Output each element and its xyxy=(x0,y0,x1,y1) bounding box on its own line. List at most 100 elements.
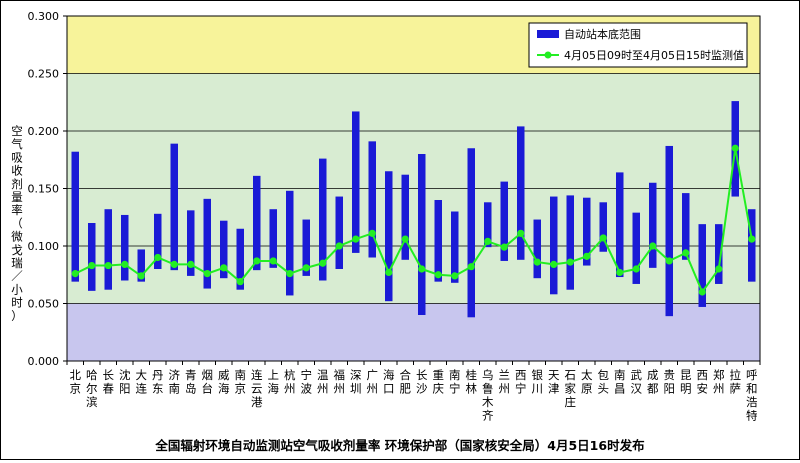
x-tick-label-40: 拉萨 xyxy=(730,368,742,396)
chart-title: 全国辐射环境自动监测站空气吸收剂量率 环境保护部（国家核安全局）4月5日16时发… xyxy=(154,438,645,453)
range-bar-26 xyxy=(500,181,508,261)
range-bar-37 xyxy=(682,193,690,260)
monitor-point-6 xyxy=(170,260,178,268)
x-tick-label-29: 天津 xyxy=(548,368,560,396)
y-tick-label-5: 0.250 xyxy=(28,68,60,81)
x-tick-label-38: 西安 xyxy=(697,368,709,396)
y-tick-label-6: 0.300 xyxy=(28,10,60,23)
range-bar-24 xyxy=(467,148,475,318)
monitor-point-22 xyxy=(434,271,442,279)
range-bar-34 xyxy=(632,212,640,284)
monitor-point-4 xyxy=(137,272,145,280)
legend-bar-label: 自动站本底范围 xyxy=(564,27,641,41)
x-tick-label-41: 呼和浩特 xyxy=(746,368,758,423)
range-bar-20 xyxy=(401,174,409,260)
range-bar-31 xyxy=(583,197,591,266)
x-tick-label-13: 杭州 xyxy=(284,368,296,396)
x-tick-label-11: 连云港 xyxy=(251,368,263,409)
range-bar-13 xyxy=(286,190,294,296)
range-bar-14 xyxy=(302,219,310,276)
monitor-point-14 xyxy=(302,264,310,272)
y-tick-label-3: 0.150 xyxy=(28,183,60,196)
x-tick-label-12: 上海 xyxy=(268,368,280,396)
x-tick-label-9: 威海 xyxy=(218,368,230,396)
range-bar-38 xyxy=(698,224,706,307)
x-tick-label-33: 南昌 xyxy=(614,368,626,396)
monitor-point-33 xyxy=(616,268,624,277)
range-bar-35 xyxy=(649,182,657,268)
y-tick-label-0: 0.000 xyxy=(28,355,60,368)
monitor-point-31 xyxy=(583,252,591,260)
range-bar-15 xyxy=(319,158,327,281)
x-tick-label-37: 昆明 xyxy=(680,368,692,396)
monitor-point-21 xyxy=(418,265,426,273)
x-tick-label-8: 烟台 xyxy=(202,368,214,396)
x-tick-label-31: 太原 xyxy=(581,368,593,396)
monitor-point-35 xyxy=(649,242,657,250)
range-bar-10 xyxy=(236,228,244,290)
monitor-point-5 xyxy=(154,253,162,262)
x-tick-label-35: 成都 xyxy=(647,368,659,396)
monitor-point-7 xyxy=(187,260,195,268)
x-tick-label-21: 长沙 xyxy=(416,368,428,396)
monitor-point-3 xyxy=(121,260,129,268)
monitor-point-8 xyxy=(203,270,211,278)
monitor-point-39 xyxy=(715,265,723,273)
x-tick-label-17: 深圳 xyxy=(350,368,362,396)
x-tick-label-5: 丹东 xyxy=(152,368,164,396)
legend-box xyxy=(528,22,748,68)
x-tick-label-6: 济南 xyxy=(169,368,181,396)
monitor-point-29 xyxy=(550,260,558,268)
range-bar-41 xyxy=(748,209,756,282)
monitor-point-38 xyxy=(698,288,706,296)
x-tick-label-3: 沈阳 xyxy=(119,368,131,396)
monitor-point-36 xyxy=(665,257,673,265)
x-tick-label-22: 重庆 xyxy=(433,368,445,396)
monitor-point-37 xyxy=(682,249,690,257)
y-tick-label-1: 0.050 xyxy=(28,298,60,311)
monitor-point-24 xyxy=(467,263,475,271)
range-bar-3 xyxy=(121,214,129,281)
range-bar-17 xyxy=(352,111,360,253)
monitor-point-18 xyxy=(368,229,376,237)
monitor-point-15 xyxy=(319,259,327,267)
x-tick-label-24: 桂林 xyxy=(466,368,478,396)
x-tick-label-28: 银川 xyxy=(532,368,544,396)
x-tick-label-0: 北京 xyxy=(70,368,82,396)
x-tick-label-15: 温州 xyxy=(317,368,329,396)
range-bar-32 xyxy=(599,202,607,252)
x-tick-label-34: 武汉 xyxy=(631,368,643,396)
monitor-point-40 xyxy=(731,144,739,152)
legend-line-label: 4月05日09时至4月05日15时监测值 xyxy=(564,49,744,62)
monitor-point-11 xyxy=(253,257,261,265)
monitor-point-30 xyxy=(566,258,574,266)
range-bar-12 xyxy=(269,209,277,268)
monitor-point-34 xyxy=(632,265,640,273)
range-bar-8 xyxy=(203,198,211,289)
y-tick-label-4: 0.200 xyxy=(28,125,60,138)
range-bar-22 xyxy=(434,200,442,282)
monitor-point-27 xyxy=(517,229,525,237)
x-tick-label-26: 兰州 xyxy=(499,368,511,396)
monitor-point-19 xyxy=(385,268,393,277)
monitor-point-20 xyxy=(401,235,409,243)
monitor-point-26 xyxy=(500,243,508,251)
legend-line-marker xyxy=(544,51,552,59)
range-bar-39 xyxy=(715,224,723,284)
x-tick-label-19: 海口 xyxy=(383,368,395,396)
range-bar-0 xyxy=(71,151,79,282)
range-bar-27 xyxy=(517,126,525,260)
range-bar-19 xyxy=(385,171,393,302)
x-tick-label-39: 郑州 xyxy=(713,368,725,396)
monitor-point-10 xyxy=(236,278,244,286)
x-tick-label-36: 贵阳 xyxy=(664,368,676,396)
y-axis-label: 空气吸收剂量率（微戈瑞／小时） xyxy=(11,124,23,323)
x-tick-label-14: 宁波 xyxy=(301,368,313,396)
range-bar-2 xyxy=(104,209,112,290)
x-tick-label-4: 大连 xyxy=(136,368,148,396)
background-band-2 xyxy=(67,303,760,361)
range-bar-21 xyxy=(418,154,426,315)
x-tick-label-18: 广州 xyxy=(367,368,379,396)
